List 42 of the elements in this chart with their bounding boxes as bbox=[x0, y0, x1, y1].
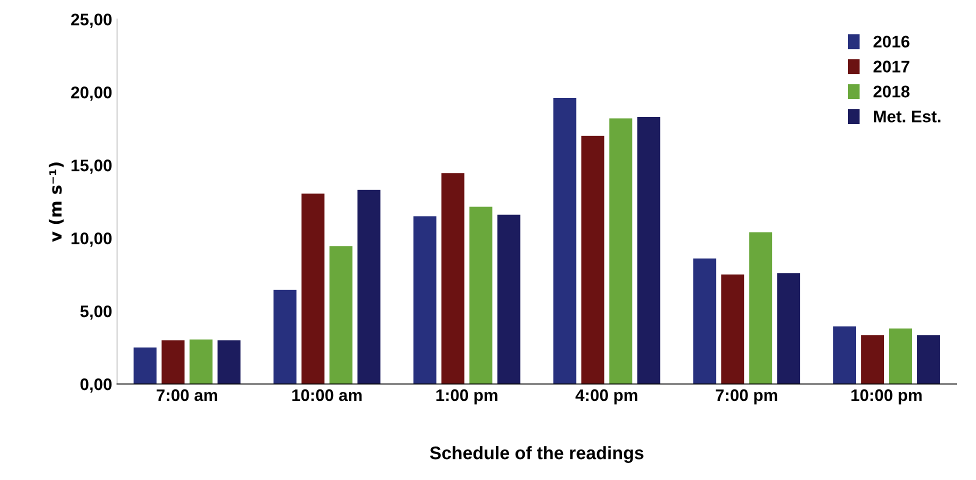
x-tick-label: 4:00 pm bbox=[576, 389, 638, 404]
x-tick-label: 1:00 pm bbox=[436, 389, 498, 404]
bar bbox=[302, 194, 324, 384]
bar bbox=[357, 190, 380, 384]
bar bbox=[218, 340, 241, 384]
y-axis-title: v (m s⁻¹) bbox=[48, 162, 64, 242]
legend-label: 2018 bbox=[874, 86, 910, 98]
bar bbox=[469, 206, 492, 384]
bar bbox=[833, 326, 856, 384]
y-tick-label: 25,00 bbox=[71, 14, 112, 28]
bar bbox=[777, 273, 800, 384]
bar bbox=[861, 335, 884, 384]
bar bbox=[190, 339, 213, 384]
x-tick-label: 10:00 pm bbox=[851, 389, 922, 404]
y-tick-label: 0,00 bbox=[80, 378, 112, 393]
bar bbox=[134, 348, 157, 384]
bar bbox=[749, 232, 772, 384]
bar bbox=[441, 173, 464, 384]
bar bbox=[693, 258, 716, 384]
y-tick-label: 5,00 bbox=[80, 305, 112, 320]
bar bbox=[413, 216, 436, 384]
legend-label: 2016 bbox=[874, 36, 910, 48]
bar bbox=[553, 98, 576, 384]
x-tick-label: 10:00 am bbox=[292, 389, 362, 402]
bar bbox=[497, 214, 520, 384]
x-tick-label: 7:00 am bbox=[156, 389, 218, 402]
bar bbox=[721, 274, 744, 384]
bar bbox=[917, 335, 940, 384]
bar bbox=[889, 328, 912, 384]
y-tick-label: 20,00 bbox=[71, 86, 112, 101]
y-tick-label: 10,00 bbox=[72, 232, 112, 247]
bar bbox=[637, 116, 660, 384]
bar bbox=[162, 340, 185, 384]
legend-label: Met. Est. bbox=[874, 110, 940, 122]
y-tick-label: 15,00 bbox=[72, 160, 112, 174]
bar bbox=[609, 118, 632, 384]
x-axis-title: Schedule of the readings bbox=[430, 446, 644, 463]
legend-label: 2017 bbox=[874, 60, 910, 72]
bar bbox=[329, 246, 352, 384]
x-tick-label: 7:00 pm bbox=[716, 389, 778, 404]
bar bbox=[581, 136, 604, 384]
bar bbox=[274, 290, 296, 384]
